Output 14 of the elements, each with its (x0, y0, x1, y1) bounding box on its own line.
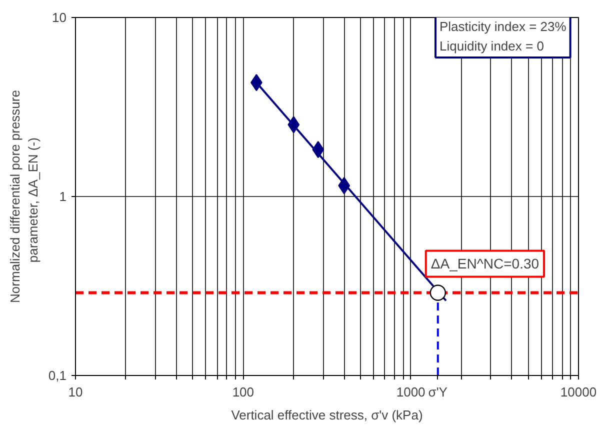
y-axis-title: Normalized differential pore pressure parameter, ΔA_EN (-) (7, 90, 40, 303)
annotation: ΔA_EN^NC=0.30 (430, 256, 540, 272)
x-tick-label: 1000 (396, 384, 426, 400)
point (288, 116, 300, 134)
y-tick-label: 1 (59, 189, 67, 204)
x-tick-label: 100 (232, 384, 254, 400)
annotation: Plasticity index = 23% Liquidity index = 0 (440, 19, 567, 54)
x-tick-label: 10 (68, 384, 83, 400)
y-tick-label: 10 (52, 10, 67, 25)
y-tick-label: 0,1 (48, 368, 67, 383)
x-axis-title: Vertical effective stress, σ'v (kPa) (231, 408, 423, 422)
x-tick-label: 10000 (560, 384, 597, 400)
annotation: σ'Y (428, 384, 448, 400)
point (338, 177, 350, 194)
